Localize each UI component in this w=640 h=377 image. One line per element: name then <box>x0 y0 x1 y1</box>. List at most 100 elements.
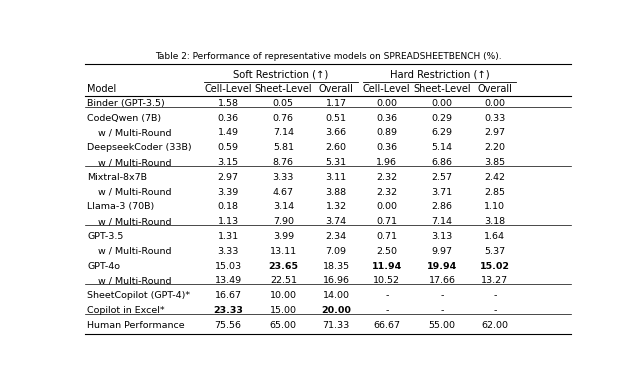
Text: Human Performance: Human Performance <box>88 321 185 330</box>
Text: -: - <box>493 291 497 300</box>
Text: w / Multi-Round: w / Multi-Round <box>99 158 172 167</box>
Text: 0.05: 0.05 <box>273 99 294 108</box>
Text: -: - <box>440 291 444 300</box>
Text: Overall: Overall <box>477 84 513 94</box>
Text: 3.71: 3.71 <box>431 188 452 197</box>
Text: 1.49: 1.49 <box>218 129 239 137</box>
Text: Llama-3 (70B): Llama-3 (70B) <box>88 202 155 211</box>
Text: 0.00: 0.00 <box>376 202 397 211</box>
Text: Model: Model <box>88 84 116 94</box>
Text: 0.89: 0.89 <box>376 129 397 137</box>
Text: 8.76: 8.76 <box>273 158 294 167</box>
Text: 1.58: 1.58 <box>218 99 239 108</box>
Text: 0.00: 0.00 <box>484 99 506 108</box>
Text: 3.74: 3.74 <box>326 217 347 226</box>
Text: -: - <box>440 306 444 315</box>
Text: 0.33: 0.33 <box>484 113 506 123</box>
Text: SheetCopilot (GPT-4)*: SheetCopilot (GPT-4)* <box>88 291 191 300</box>
Text: 5.14: 5.14 <box>431 143 452 152</box>
Text: 75.56: 75.56 <box>214 321 241 330</box>
Text: 15.00: 15.00 <box>270 306 297 315</box>
Text: 17.66: 17.66 <box>429 276 456 285</box>
Text: -: - <box>385 306 388 315</box>
Text: 13.11: 13.11 <box>270 247 297 256</box>
Text: 1.13: 1.13 <box>218 217 239 226</box>
Text: GPT-3.5: GPT-3.5 <box>88 232 124 241</box>
Text: 16.67: 16.67 <box>214 291 241 300</box>
Text: 2.85: 2.85 <box>484 188 506 197</box>
Text: 10.52: 10.52 <box>373 276 400 285</box>
Text: 0.36: 0.36 <box>376 143 397 152</box>
Text: 3.39: 3.39 <box>218 188 239 197</box>
Text: 5.81: 5.81 <box>273 143 294 152</box>
Text: 3.11: 3.11 <box>326 173 347 182</box>
Text: 2.50: 2.50 <box>376 247 397 256</box>
Text: w / Multi-Round: w / Multi-Round <box>99 129 172 137</box>
Text: 55.00: 55.00 <box>429 321 456 330</box>
Text: 0.71: 0.71 <box>376 232 397 241</box>
Text: 0.36: 0.36 <box>376 113 397 123</box>
Text: 3.85: 3.85 <box>484 158 506 167</box>
Text: 14.00: 14.00 <box>323 291 349 300</box>
Text: GPT-4o: GPT-4o <box>88 262 120 271</box>
Text: 2.86: 2.86 <box>431 202 452 211</box>
Text: 3.15: 3.15 <box>218 158 239 167</box>
Text: 22.51: 22.51 <box>270 276 297 285</box>
Text: 1.32: 1.32 <box>326 202 347 211</box>
Text: 3.33: 3.33 <box>218 247 239 256</box>
Text: -: - <box>493 306 497 315</box>
Text: 15.02: 15.02 <box>480 262 510 271</box>
Text: Binder (GPT-3.5): Binder (GPT-3.5) <box>88 99 165 108</box>
Text: 0.00: 0.00 <box>431 99 452 108</box>
Text: 13.27: 13.27 <box>481 276 508 285</box>
Text: -: - <box>385 291 388 300</box>
Text: 3.33: 3.33 <box>273 173 294 182</box>
Text: w / Multi-Round: w / Multi-Round <box>99 188 172 197</box>
Text: Table 2: Performance of representative models on SPREADSHEETBENCH (%).: Table 2: Performance of representative m… <box>155 52 501 61</box>
Text: 2.97: 2.97 <box>218 173 239 182</box>
Text: Sheet-Level: Sheet-Level <box>413 84 471 94</box>
Text: 19.94: 19.94 <box>427 262 457 271</box>
Text: 3.18: 3.18 <box>484 217 506 226</box>
Text: 0.36: 0.36 <box>218 113 239 123</box>
Text: 7.14: 7.14 <box>431 217 452 226</box>
Text: 20.00: 20.00 <box>321 306 351 315</box>
Text: Cell-Level: Cell-Level <box>204 84 252 94</box>
Text: 2.20: 2.20 <box>484 143 506 152</box>
Text: w / Multi-Round: w / Multi-Round <box>99 276 172 285</box>
Text: 11.94: 11.94 <box>372 262 402 271</box>
Text: 23.33: 23.33 <box>213 306 243 315</box>
Text: 4.67: 4.67 <box>273 188 294 197</box>
Text: 5.37: 5.37 <box>484 247 506 256</box>
Text: 3.99: 3.99 <box>273 232 294 241</box>
Text: 66.67: 66.67 <box>373 321 400 330</box>
Text: 23.65: 23.65 <box>268 262 298 271</box>
Text: 15.03: 15.03 <box>214 262 242 271</box>
Text: Overall: Overall <box>319 84 354 94</box>
Text: 5.31: 5.31 <box>326 158 347 167</box>
Text: w / Multi-Round: w / Multi-Round <box>99 217 172 226</box>
Text: 6.29: 6.29 <box>431 129 452 137</box>
Text: 3.88: 3.88 <box>326 188 347 197</box>
Text: 2.32: 2.32 <box>376 188 397 197</box>
Text: 3.14: 3.14 <box>273 202 294 211</box>
Text: 1.10: 1.10 <box>484 202 506 211</box>
Text: 7.09: 7.09 <box>326 247 347 256</box>
Text: 0.00: 0.00 <box>376 99 397 108</box>
Text: w / Multi-Round: w / Multi-Round <box>99 247 172 256</box>
Text: Hard Restriction (↑): Hard Restriction (↑) <box>390 69 490 79</box>
Text: Soft Restriction (↑): Soft Restriction (↑) <box>233 69 328 79</box>
Text: 0.51: 0.51 <box>326 113 347 123</box>
Text: 16.96: 16.96 <box>323 276 349 285</box>
Text: DeepseekCoder (33B): DeepseekCoder (33B) <box>88 143 192 152</box>
Text: 0.71: 0.71 <box>376 217 397 226</box>
Text: 0.59: 0.59 <box>218 143 239 152</box>
Text: 2.34: 2.34 <box>326 232 347 241</box>
Text: 1.64: 1.64 <box>484 232 506 241</box>
Text: Sheet-Level: Sheet-Level <box>255 84 312 94</box>
Text: 71.33: 71.33 <box>323 321 350 330</box>
Text: 6.86: 6.86 <box>431 158 452 167</box>
Text: 62.00: 62.00 <box>481 321 508 330</box>
Text: 2.60: 2.60 <box>326 143 347 152</box>
Text: 0.76: 0.76 <box>273 113 294 123</box>
